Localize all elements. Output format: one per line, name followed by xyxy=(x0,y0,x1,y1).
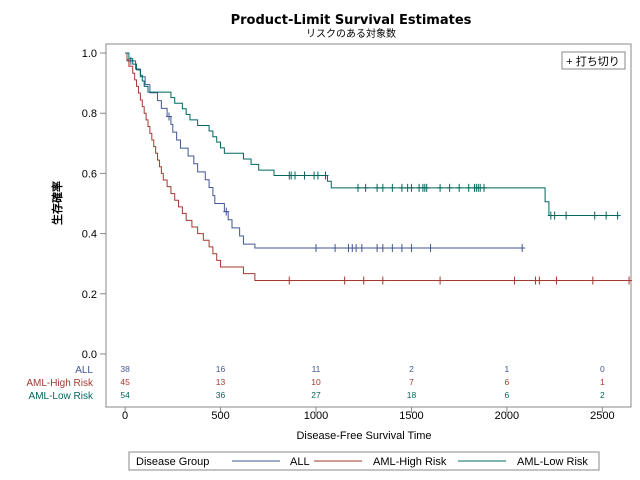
risk-count: 38 xyxy=(120,364,130,374)
legend-label-0: ALL xyxy=(290,456,310,468)
series-layer xyxy=(125,52,633,285)
risk-count: 18 xyxy=(407,390,417,400)
risk-count: 13 xyxy=(216,377,226,387)
risk-count: 7 xyxy=(409,377,414,387)
risk-count: 36 xyxy=(216,390,226,400)
y-tick-label: 1.0 xyxy=(82,48,97,60)
x-tick-label: 0 xyxy=(122,410,128,422)
chart-title: Product-Limit Survival Estimates xyxy=(231,13,472,28)
censor-legend-label: + 打ち切り xyxy=(566,54,619,68)
legend-title: Disease Group xyxy=(136,456,209,468)
x-tick-label: 500 xyxy=(211,410,229,422)
survival-curve-1 xyxy=(125,52,630,282)
x-axis: 0 500 1000 1500 2000 2500 xyxy=(122,407,615,422)
y-tick-label: 0.4 xyxy=(82,229,97,241)
y-tick-label: 0.6 xyxy=(82,168,97,180)
risk-row-label: ALL xyxy=(75,365,93,376)
y-tick-label: 0.2 xyxy=(82,289,97,301)
x-tick-label: 2000 xyxy=(495,410,519,422)
y-tick-label: 0.0 xyxy=(82,349,97,361)
survival-curve-0 xyxy=(125,52,525,249)
x-tick-label: 1000 xyxy=(304,410,328,422)
legend-label-2: AML-Low Risk xyxy=(517,456,588,468)
y-axis: 0.0 0.2 0.4 0.6 0.8 1.0 xyxy=(82,48,106,361)
survival-curve-2 xyxy=(125,52,618,217)
risk-row-label: AML-Low Risk xyxy=(29,391,94,402)
risk-count: 6 xyxy=(505,377,510,387)
risk-row-label: AML-High Risk xyxy=(26,378,94,389)
censor-legend-box: + 打ち切り xyxy=(561,51,626,70)
risk-count: 45 xyxy=(120,377,130,387)
risk-count: 6 xyxy=(505,390,510,400)
risk-count: 27 xyxy=(311,390,321,400)
risk-count: 10 xyxy=(311,377,321,387)
risk-count: 1 xyxy=(505,364,510,374)
risk-count: 16 xyxy=(216,364,226,374)
risk-count: 54 xyxy=(120,390,130,400)
risk-count: 2 xyxy=(409,364,414,374)
risk-count: 11 xyxy=(312,364,321,374)
risk-count: 0 xyxy=(600,364,605,374)
risk-count: 1 xyxy=(600,377,605,387)
legend: Disease Group ALL AML-High Risk AML-Low Ri… xyxy=(128,451,600,471)
plot-frame xyxy=(105,43,632,408)
y-axis-label: 生存確率 xyxy=(50,181,64,225)
x-tick-label: 1500 xyxy=(399,410,423,422)
y-tick-label: 0.8 xyxy=(82,108,97,120)
x-tick-label: 2500 xyxy=(590,410,614,422)
chart-subtitle: リスクのある対象数 xyxy=(306,27,396,40)
risk-count: 2 xyxy=(600,390,605,400)
legend-label-1: AML-High Risk xyxy=(373,456,447,468)
legend-frame xyxy=(128,451,600,471)
x-axis-label: Disease-Free Survival Time xyxy=(296,430,431,442)
